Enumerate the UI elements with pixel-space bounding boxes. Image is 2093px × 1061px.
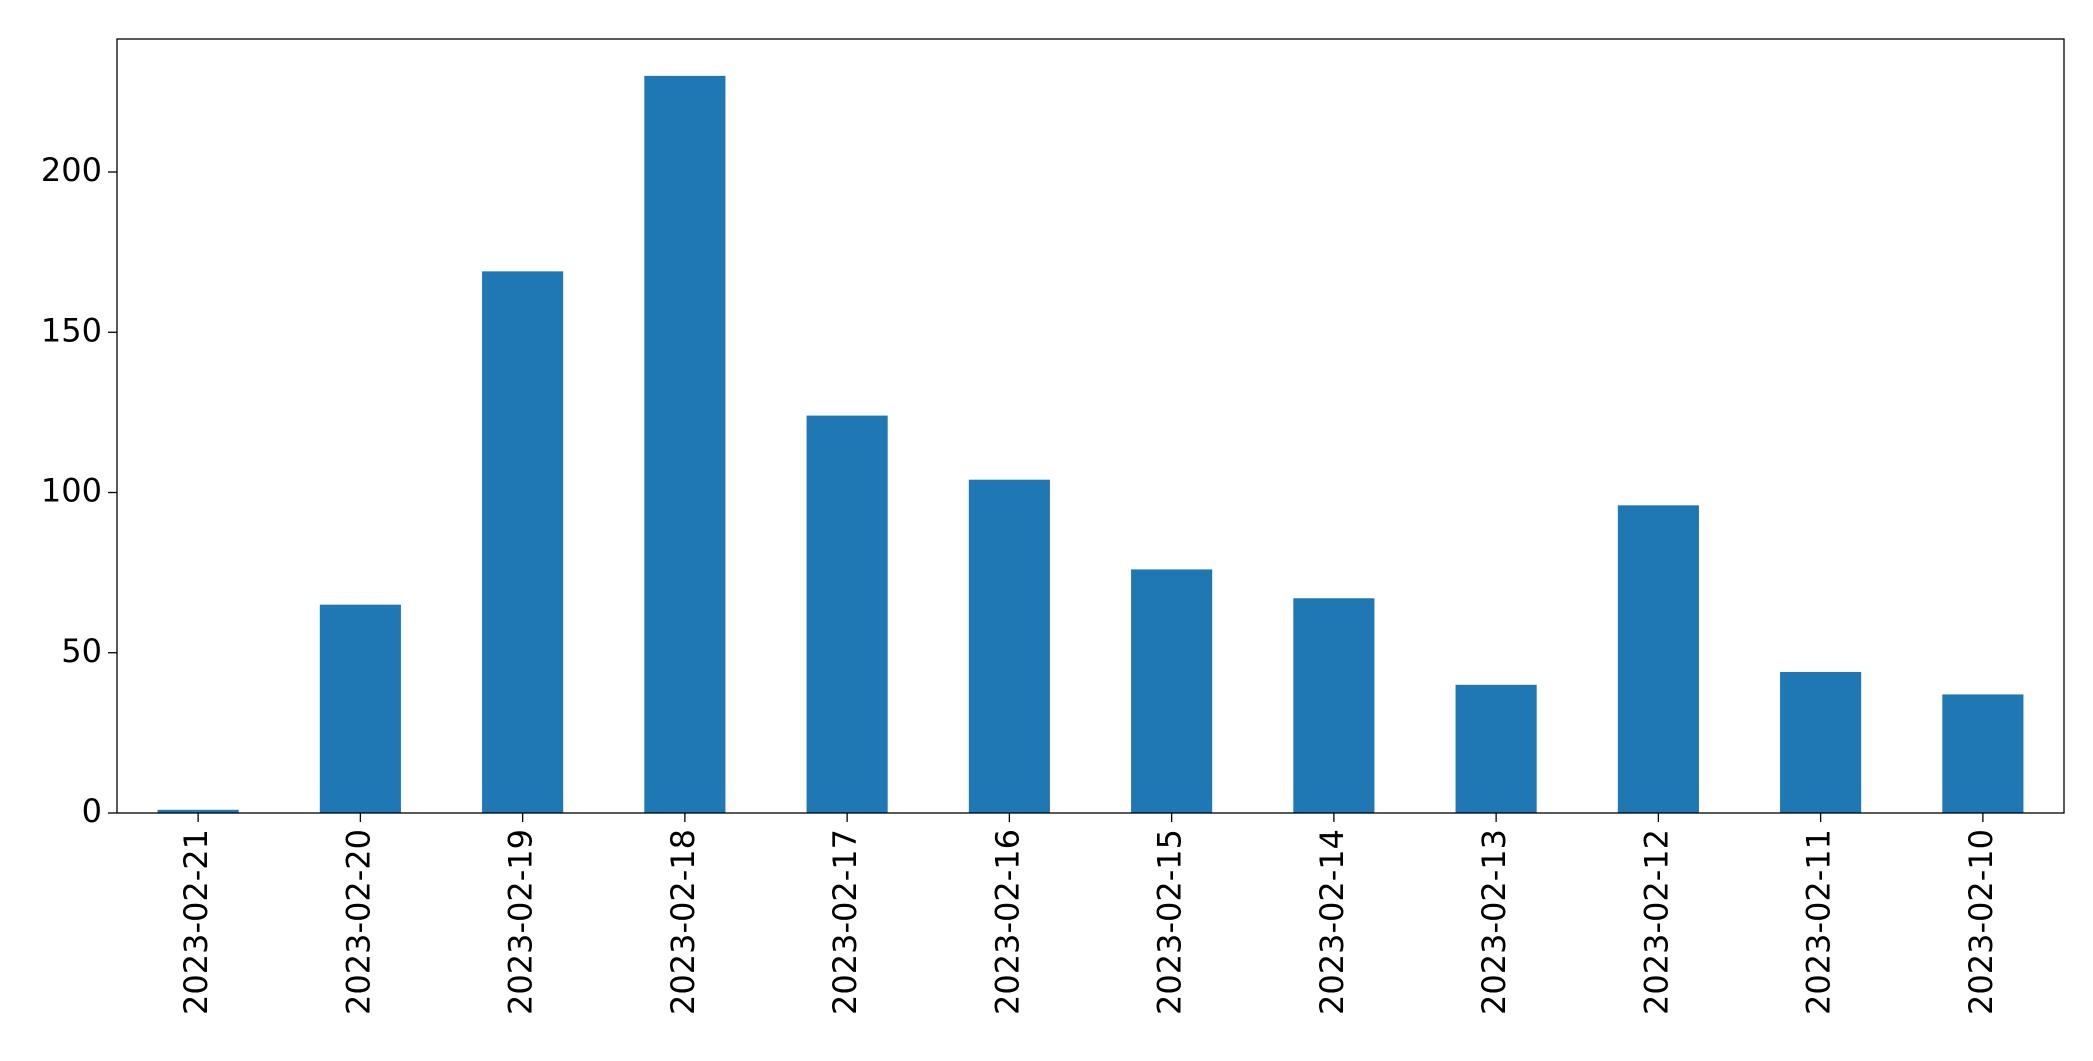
x-tick-label: 2023-02-10 (1962, 829, 2000, 1015)
bar (806, 415, 888, 813)
bar (482, 271, 564, 814)
bar (1780, 671, 1862, 813)
bar (157, 809, 239, 813)
x-tick-label: 2023-02-11 (1800, 829, 1838, 1015)
x-tick-label: 2023-02-14 (1313, 829, 1351, 1015)
bar (644, 75, 726, 814)
x-tick-label: 2023-02-12 (1637, 829, 1675, 1015)
plot-frame (116, 38, 2065, 814)
x-tick-label: 2023-02-21 (177, 829, 215, 1015)
x-tick-label: 2023-02-20 (339, 829, 377, 1015)
bar (1293, 598, 1375, 813)
y-tick-label: 50 (61, 632, 102, 670)
y-tick-label: 0 (82, 792, 102, 830)
bar (1617, 505, 1699, 813)
x-tick-label: 2023-02-19 (502, 829, 540, 1015)
x-tick-label: 2023-02-17 (826, 829, 864, 1015)
y-tick-label: 150 (41, 311, 102, 349)
bar (1942, 694, 2024, 813)
bar (1455, 684, 1537, 813)
x-tick-label: 2023-02-18 (664, 829, 702, 1015)
x-tick-label: 2023-02-13 (1475, 829, 1513, 1015)
bar (1131, 569, 1213, 813)
x-tick-label: 2023-02-15 (1151, 829, 1189, 1015)
x-tick-label: 2023-02-16 (988, 829, 1026, 1015)
y-tick-label: 200 (41, 151, 102, 189)
y-tick-label: 100 (41, 472, 102, 510)
bar (968, 479, 1050, 813)
bar (319, 604, 401, 813)
